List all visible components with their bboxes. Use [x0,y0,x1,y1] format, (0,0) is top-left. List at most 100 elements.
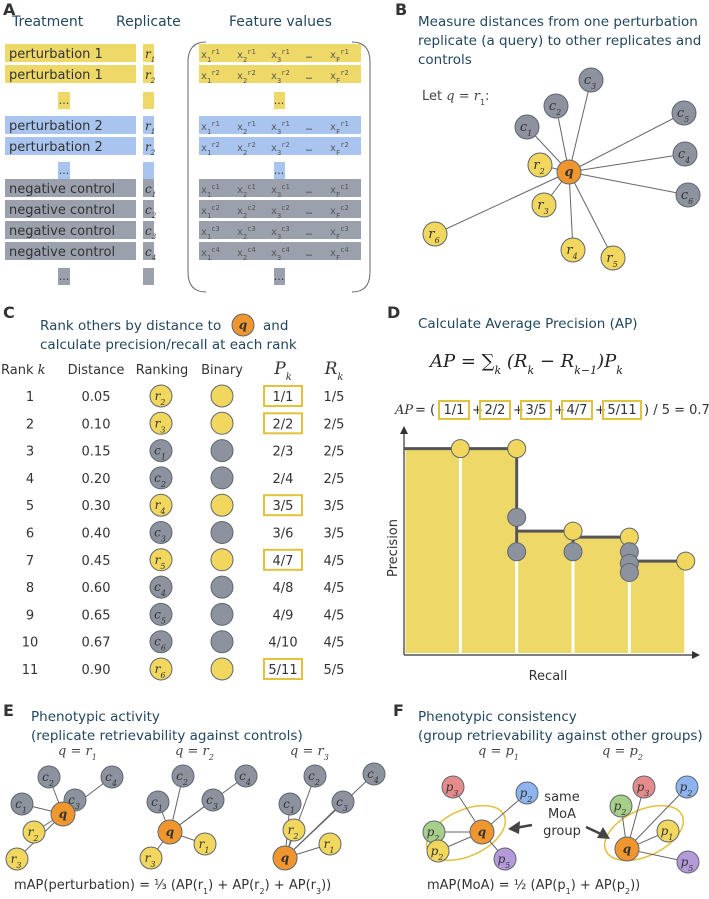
ranking-node: c1 [149,439,173,463]
y-axis-label: Precision [386,519,401,577]
node-p3-label: p3 [446,780,459,798]
ap-term-box [479,400,511,420]
node-c4-circle [362,762,386,786]
feature-x: x [201,206,207,217]
precision-value: 5/11 [268,663,297,678]
ellipsis-block [58,162,70,179]
ranking-node-sub: 1 [161,452,166,461]
feature-sub: 2 [243,128,247,136]
panel-letter: D [387,303,400,322]
feature-value: x3c4 [271,246,290,262]
node-c4-sub: 4 [111,779,117,788]
edge [284,801,344,859]
node-r5-sub: 5 [613,260,618,269]
feature-value: x3c3 [271,225,290,241]
node-r2-sub: 2 [32,834,38,843]
node-p2-circle [609,794,633,818]
feature-sup: r1 [281,120,289,128]
node-r1-letter: r [324,837,331,851]
ranking-node-circle [149,602,173,626]
header-rank-text: Rank [1,363,38,378]
distance-edge [568,171,574,251]
feature-sup: c2 [340,204,348,212]
node-r4-circle [560,237,586,263]
feature-value: x2c1 [237,183,256,199]
node-c2-letter: c [549,99,557,114]
feature-x: x [201,248,207,259]
feature-value: x2r2 [237,141,256,157]
node-r1-label: r1 [324,837,335,855]
binary-node [210,466,234,490]
ranking-node-label: r2 [155,389,166,407]
node-c3-sub: 3 [343,804,348,813]
feature-x: x [201,71,207,82]
node-p3-sub: 3 [453,789,458,798]
distance-value: 0.60 [82,581,111,596]
ranking-node-circle [149,493,173,517]
group-q-expr: q = p [478,744,514,759]
ranking-node-circle [149,384,173,408]
feature-value: x1c4 [201,246,220,262]
treatment-label: perturbation 1 [9,68,103,83]
rank-value: 1 [26,390,34,405]
node-r1-sub: 1 [329,846,334,855]
ellipsis-block [143,162,154,179]
replicate-label: c2 [145,203,157,220]
title-line1: Phenotypic activity [31,709,160,725]
replicate-cell [143,137,154,155]
feature-x: x [201,227,207,238]
title-pre: Rank others by distance to [40,318,221,334]
group-query: q = p1 [478,744,519,762]
ranking-node-label: c1 [154,444,166,462]
let-prefix: Let [422,89,446,104]
ranking-node: r3 [149,411,173,435]
feature-x: … [306,50,312,61]
node-p2-label: p2 [431,844,444,862]
feature-value: xFr1 [330,120,349,136]
node-c3-circle [331,790,355,814]
node-p2-circle [515,781,539,805]
node-p2-letter: p [431,844,439,858]
table-row: ...... [58,268,285,285]
node-c1-sub: 1 [527,129,532,138]
treatment-label: perturbation 1 [9,47,103,62]
panel-letter: F [393,701,404,720]
node-p2-letter: p [680,780,688,794]
panel-letter: C [3,303,15,322]
treatment-cell [5,65,136,83]
node-c4: c4 [362,762,386,786]
replicate-label: r1 [145,47,155,64]
feature-x: x [330,206,336,217]
distance-value: 0.40 [82,527,111,542]
node-r3-circle [531,192,557,218]
precision-value: 4/10 [268,636,297,651]
node-c1-circle [278,792,302,816]
feature-value: x3r1 [271,120,290,136]
feature-x: x [201,122,207,133]
rep-sub: 4 [151,254,156,262]
node-r2-label: r2 [288,823,299,841]
let-expr: q = r [446,89,480,104]
node-p2-letter: p [614,799,622,813]
ranking-node-letter: c [154,471,161,485]
recall-value: 3/5 [324,527,345,542]
query-label: q [166,825,174,839]
recall-value: 2/5 [324,445,345,460]
header-r-letter: R [324,359,338,379]
ranking-node: r4 [149,493,173,517]
table-row: 9 0.65 c5 4/9 4/5 [26,602,344,626]
rank-value: 5 [26,499,34,514]
feature-sup: c2 [247,204,255,212]
ranking-node-sub: 3 [161,534,166,543]
binary-node [210,521,234,544]
distance-edge [568,171,614,259]
y-axis-arrow [400,426,408,434]
node-c2-sub: 2 [48,779,54,788]
header-replicate: Replicate [116,14,181,30]
precision-value: 1/1 [273,390,294,405]
node-c1-circle [10,792,34,816]
header-ranking: Ranking [136,363,189,378]
